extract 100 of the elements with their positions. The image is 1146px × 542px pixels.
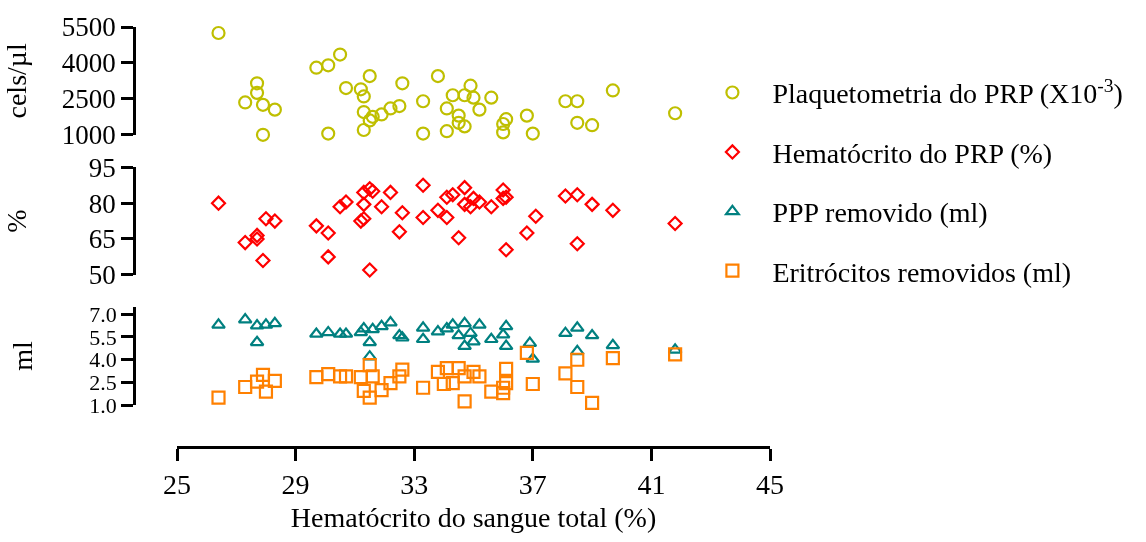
point	[519, 345, 534, 360]
point	[395, 76, 410, 91]
point	[258, 211, 274, 227]
point	[466, 364, 481, 379]
y-tick-label: 80	[88, 188, 116, 219]
point	[463, 78, 478, 93]
point	[308, 218, 324, 234]
point	[519, 225, 535, 241]
point	[445, 187, 461, 203]
point	[465, 190, 482, 206]
y-axis-title: cels/µl	[0, 43, 32, 119]
point	[383, 101, 398, 116]
point	[383, 376, 398, 391]
point	[362, 113, 377, 128]
point	[211, 390, 226, 405]
point	[356, 122, 371, 138]
point	[519, 108, 534, 123]
point	[457, 180, 473, 196]
point	[472, 102, 487, 117]
point	[392, 369, 407, 384]
point	[498, 242, 514, 258]
x-tick-label: 45	[756, 469, 784, 501]
point	[395, 362, 410, 377]
point	[238, 95, 253, 110]
point	[255, 127, 271, 142]
point	[451, 115, 466, 130]
point	[605, 338, 621, 350]
point	[356, 184, 372, 201]
point	[365, 322, 381, 334]
point	[356, 104, 371, 120]
point	[484, 90, 499, 105]
point	[258, 384, 274, 399]
point	[558, 366, 573, 381]
point	[415, 332, 431, 344]
point	[445, 376, 460, 391]
y-tick-label: 95	[88, 152, 116, 183]
point	[496, 380, 511, 395]
point	[267, 213, 283, 229]
point	[462, 199, 479, 215]
point	[457, 196, 473, 212]
point	[585, 395, 600, 411]
point	[668, 106, 683, 121]
point	[499, 112, 514, 127]
point	[267, 373, 282, 389]
point	[471, 194, 488, 210]
point	[267, 102, 282, 117]
point	[499, 376, 514, 391]
point	[558, 94, 573, 109]
legend-label: Plaquetometria do PRP (X10$^{-3}$)	[772, 74, 1123, 110]
point	[585, 118, 600, 133]
point	[457, 119, 472, 134]
point	[211, 25, 226, 41]
point	[496, 125, 511, 140]
point	[374, 107, 389, 122]
point	[451, 360, 466, 376]
point	[570, 115, 585, 130]
point	[391, 224, 407, 240]
point	[569, 187, 585, 203]
point	[356, 89, 371, 104]
point	[525, 376, 540, 392]
point	[321, 367, 336, 382]
point	[249, 227, 265, 244]
point	[439, 101, 454, 116]
point	[605, 83, 620, 98]
x-tick-label: 29	[281, 469, 310, 501]
y-axis-title: ml	[7, 340, 39, 371]
point	[416, 94, 431, 109]
point	[584, 196, 600, 212]
point	[309, 60, 324, 75]
point	[668, 347, 683, 362]
point	[451, 108, 466, 123]
point	[353, 325, 369, 337]
point	[362, 262, 378, 278]
point	[466, 334, 481, 346]
point	[495, 182, 511, 198]
point	[374, 319, 390, 331]
point	[457, 88, 472, 103]
point	[320, 249, 336, 265]
point	[415, 380, 431, 395]
point	[255, 367, 271, 382]
y-tick-label: 5.5	[89, 324, 117, 350]
point	[496, 116, 511, 132]
point	[374, 382, 389, 398]
point	[439, 360, 454, 376]
point	[353, 370, 368, 385]
point	[211, 318, 226, 329]
point	[249, 374, 265, 389]
point	[439, 209, 455, 226]
y-tick-label: 5500	[61, 12, 116, 43]
y-tick-label: 65	[88, 224, 116, 255]
point	[255, 97, 271, 112]
y-tick-label: 2500	[61, 84, 116, 115]
point	[570, 352, 585, 367]
y-tick-label: 4000	[61, 48, 116, 79]
point	[463, 326, 478, 338]
point	[436, 376, 451, 392]
legend-label: PPP removido (ml)	[772, 197, 988, 229]
legend-label: Eritrócitos removidos (ml)	[772, 256, 1072, 288]
point	[528, 208, 544, 224]
point	[430, 202, 446, 218]
